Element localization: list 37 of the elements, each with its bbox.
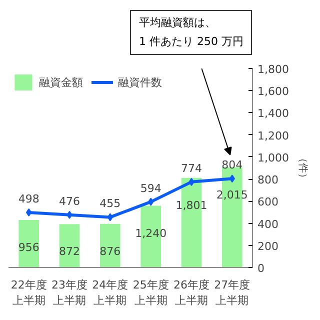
x-tick-label: 23年度上半期 (52, 278, 88, 308)
y2-tick-label: 1,000 (258, 151, 289, 164)
bar (18, 220, 39, 268)
bar (100, 224, 120, 268)
data-label: 804 (222, 158, 243, 172)
point (229, 174, 235, 183)
y2-axis-title: （件） (296, 153, 308, 183)
data-label: 498 (18, 192, 40, 206)
point (148, 198, 154, 206)
data-label: 876 (100, 244, 121, 258)
y2-tick-label: 200 (258, 240, 278, 253)
y2-tick-label: 600 (258, 196, 278, 209)
data-label: 455 (100, 197, 121, 210)
legend-label: 融資金額 (39, 74, 83, 90)
y2-tick-label: 1,200 (258, 129, 289, 142)
x-tick-label: 22年度上半期 (10, 278, 47, 308)
point (26, 208, 32, 216)
data-label: 476 (59, 194, 80, 208)
x-tick-label: 24年度上半期 (92, 278, 128, 308)
y2-tick-label: 0 (258, 262, 264, 275)
x-tick-label: 27年度上半期 (214, 278, 250, 308)
x-tick-label: 26年度上半期 (174, 278, 210, 308)
point (188, 178, 194, 186)
data-label: 594 (140, 182, 162, 195)
y2-tick-label: 1,600 (258, 85, 289, 98)
y2-tick-label: 1,400 (258, 107, 289, 120)
legend-label: 融資件数 (118, 74, 162, 90)
data-label: 956 (18, 240, 40, 254)
x-tick-label: 25年度上半期 (132, 278, 169, 308)
point (66, 210, 72, 219)
y2-tick-label: 1,800 (258, 63, 289, 76)
data-label: 774 (181, 162, 202, 175)
y2-tick-label: 800 (258, 174, 278, 187)
text: 平均融資額は、 1 件あたり 250 万円 (130, 10, 252, 56)
y2-tick-label: 400 (258, 218, 278, 231)
point (107, 213, 113, 222)
data-label: 872 (59, 245, 80, 258)
